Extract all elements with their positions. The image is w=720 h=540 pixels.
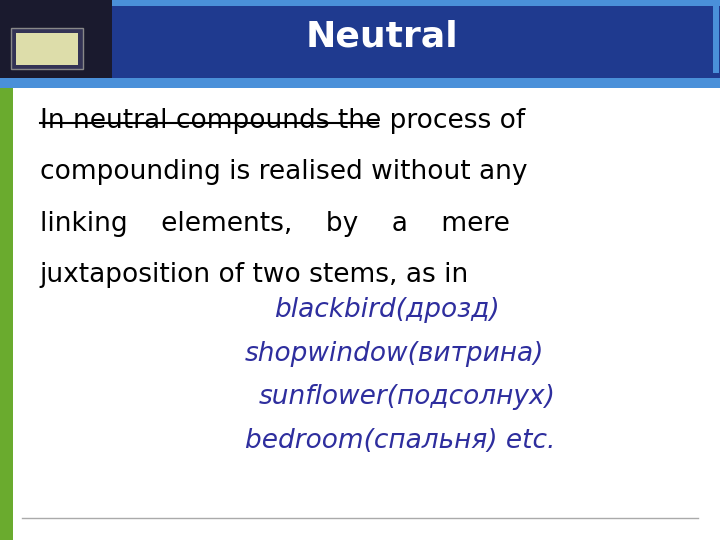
Text: compounding is realised without any: compounding is realised without any (40, 159, 527, 185)
Bar (0, 0, 720, 6)
Text: juxtaposition of two stems, as in: juxtaposition of two stems, as in (40, 262, 469, 288)
Bar (0, 0, 720, 78)
Text: sunflower(подсолнух): sunflower(подсолнух) (259, 384, 556, 410)
Text: In neutral compounds the process of: In neutral compounds the process of (40, 108, 525, 134)
Bar (0, 78, 13, 540)
Text: Neutral: Neutral (305, 19, 458, 53)
Bar (16, 33, 78, 65)
Bar (0, 78, 720, 88)
Bar (713, 5, 719, 73)
Bar (0, 0, 112, 78)
Text: blackbird(дрозд): blackbird(дрозд) (274, 297, 499, 323)
Text: shopwindow(витрина): shopwindow(витрина) (245, 341, 544, 367)
Text: linking    elements,    by    a    mere: linking elements, by a mere (40, 211, 510, 237)
Text: bedroom(спальня) etc.: bedroom(спальня) etc. (245, 428, 555, 454)
Bar (11, 28, 83, 69)
